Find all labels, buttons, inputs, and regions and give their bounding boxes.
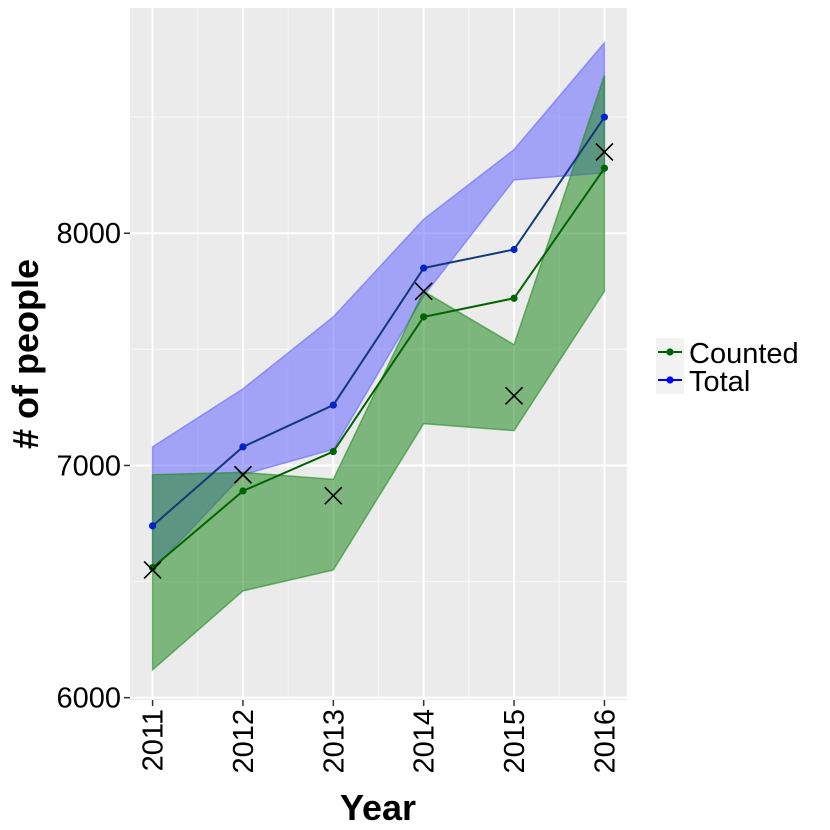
x-axis: 2011 2012 2013 2014 2015 2016 [138,700,621,774]
line-total [151,116,606,527]
x-axis-title: Year [340,787,416,828]
band-counted [151,75,606,672]
legend-key-point [666,376,674,384]
legend-label-counted: Counted [689,338,799,370]
point-counted [510,294,518,302]
y-tick-label: 7000 [56,450,121,482]
x-tick-label: 2012 [228,709,260,774]
x-tick-label: 2011 [138,709,170,771]
point-counted [239,487,247,495]
x-tick-label: 2014 [409,709,441,774]
point-counted [329,447,337,456]
point-total [510,245,518,254]
observed-marker-stroke [504,386,524,405]
observed-markers [143,142,614,580]
point-counted [148,564,157,572]
x-tick-label: 2013 [318,709,350,774]
point-total [600,113,609,121]
y-axis: 6000 7000 8000 [56,218,130,715]
series-lines [151,116,606,569]
point-total [420,264,428,272]
y-axis-title: # of people [5,259,46,449]
observed-marker-stroke [414,282,433,301]
y-tick-label: 8000 [56,218,121,250]
observed-marker [233,465,253,484]
point-total [239,443,247,451]
y-tick-label: 6000 [56,683,121,715]
legend-label-total: Total [689,366,750,398]
point-counted [420,313,428,321]
point-total [329,401,337,409]
observed-marker [324,486,343,505]
x-tick-label: 2015 [499,709,531,774]
line-counted [151,167,606,569]
point-total [148,522,157,530]
observed-marker [414,282,433,301]
observed-marker-stroke [143,560,162,580]
observed-marker [143,560,162,580]
point-counted [600,164,609,172]
observed-marker-stroke [233,465,253,484]
observed-marker [595,142,614,162]
legend-key-point [666,348,674,356]
x-tick-label: 2016 [589,709,621,774]
observed-marker-stroke [324,486,343,505]
observed-marker [504,386,524,405]
observed-marker-stroke [595,142,614,162]
series-points [148,113,609,572]
